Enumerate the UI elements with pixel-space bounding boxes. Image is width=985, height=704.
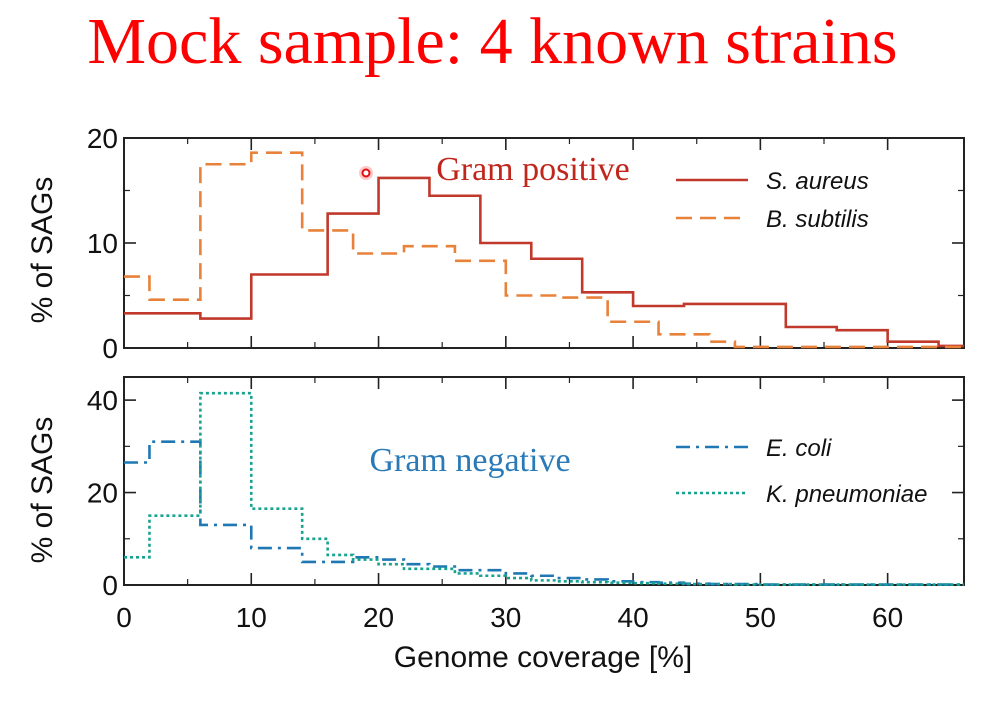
- panel-annotation: Gram positive: [436, 151, 630, 188]
- legend-label-k-pneumoniae: K. pneumoniae: [766, 481, 927, 508]
- y-tick-label: 40: [87, 385, 118, 416]
- x-tick-label: 30: [490, 602, 521, 633]
- y-tick-label: 0: [102, 570, 118, 601]
- y-tick-label: 20: [87, 478, 118, 509]
- x-tick-label: 40: [618, 602, 649, 633]
- panel-annotation: Gram negative: [369, 442, 570, 479]
- series-line-b-subtilis: [124, 151, 964, 349]
- y-tick-label: 10: [87, 228, 118, 259]
- x-tick-label: 0: [116, 602, 132, 633]
- x-tick-label: 10: [236, 602, 267, 633]
- y-axis-label-top: % of SAGs: [26, 177, 59, 324]
- slide-title: Mock sample: 4 known strains: [87, 5, 898, 78]
- plot-frame: [123, 376, 965, 586]
- x-axis-label: Genome coverage [%]: [394, 641, 693, 674]
- cursor-marker: [361, 168, 371, 178]
- x-tick-label: 60: [872, 602, 903, 633]
- legend-label-s-aureus: S. aureus: [766, 168, 869, 195]
- legend-label-b-subtilis: B. subtilis: [766, 206, 869, 233]
- chart-panel-1: 0 10 20 S. aureus B. subtilis Gram positive: [87, 123, 965, 364]
- y-tick-label: 0: [102, 333, 118, 364]
- chart-panel-2: 0 10 20 30 40 50 60 0 20 40 E. coli K. pneumoniae Gr…: [87, 376, 965, 633]
- legend-label-e-coli: E. coli: [766, 435, 832, 462]
- x-tick-label: 20: [363, 602, 394, 633]
- series-line-k-pneumoniae: [124, 391, 964, 586]
- y-tick-label: 20: [87, 123, 118, 154]
- series-line-e-coli: [124, 440, 964, 586]
- y-axis-label-bottom: % of SAGs: [26, 417, 59, 564]
- series-line-s-aureus: [124, 176, 964, 348]
- x-tick-label: 50: [745, 602, 776, 633]
